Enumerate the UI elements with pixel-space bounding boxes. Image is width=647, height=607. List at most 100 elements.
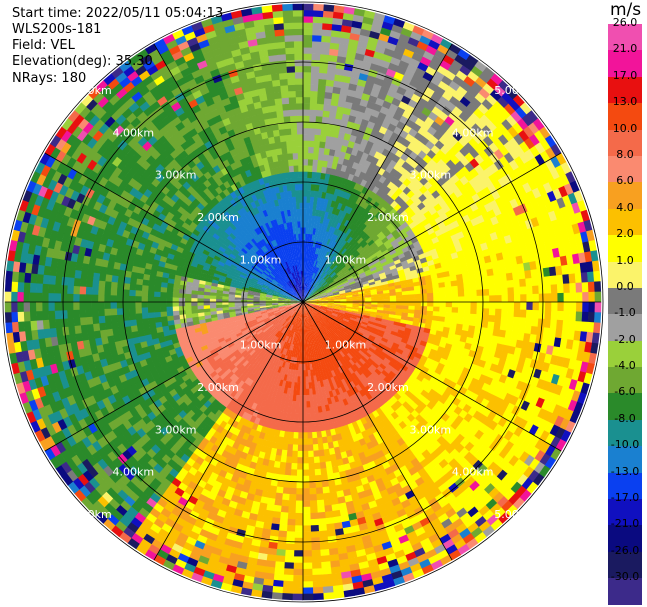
velocity-gate: [543, 276, 552, 286]
velocity-gate: [309, 258, 313, 266]
velocity-gate: [340, 203, 347, 212]
velocity-gate: [309, 115, 317, 123]
velocity-gate: [554, 176, 565, 189]
velocity-gate: [417, 61, 430, 73]
velocity-gate: [322, 243, 327, 251]
velocity-gate: [335, 280, 342, 285]
velocity-gate: [331, 92, 341, 101]
velocity-gate: [310, 419, 316, 427]
velocity-gate: [355, 205, 363, 213]
velocity-gate: [409, 247, 417, 255]
velocity-gate: [307, 293, 313, 298]
velocity-gate: [339, 87, 349, 96]
velocity-gate: [588, 291, 596, 303]
velocity-gate: [488, 281, 496, 290]
velocity-gate: [392, 242, 401, 250]
velocity-gate: [275, 555, 286, 563]
velocity-gate: [357, 40, 369, 50]
velocity-gate: [411, 72, 424, 83]
velocity-gate: [352, 195, 359, 204]
velocity-gate: [479, 114, 492, 126]
velocity-gate: [402, 21, 416, 32]
velocity-gate: [302, 581, 313, 588]
velocity-gate: [358, 124, 368, 133]
velocity-gate: [339, 246, 346, 254]
velocity-gate: [316, 203, 321, 211]
velocity-gate: [317, 191, 323, 199]
velocity-gate: [342, 12, 355, 21]
velocity-gate: [344, 270, 351, 276]
velocity-gate: [403, 225, 412, 233]
velocity-gate: [503, 152, 515, 164]
velocity-gate: [333, 276, 340, 282]
velocity-gate: [363, 266, 371, 273]
velocity-gate: [541, 193, 552, 205]
velocity-gate: [315, 247, 319, 255]
velocity-gate: [370, 266, 378, 272]
velocity-gate: [316, 197, 322, 205]
velocity-gate: [508, 99, 521, 112]
velocity-gate: [357, 104, 367, 114]
velocity-gate: [364, 48, 376, 58]
velocity-gate: [302, 450, 309, 458]
velocity-gate: [524, 200, 534, 212]
velocity-gate: [303, 84, 312, 92]
velocity-gate: [358, 214, 366, 222]
velocity-gate: [316, 248, 321, 255]
velocity-gate: [337, 131, 346, 140]
velocity-gate: [337, 209, 344, 217]
velocity-gate: [310, 184, 316, 191]
velocity-gate: [576, 302, 583, 313]
velocity-gate: [307, 292, 313, 298]
velocity-gate: [356, 228, 364, 236]
velocity-gate: [471, 81, 484, 94]
velocity-gate: [400, 27, 414, 38]
velocity-gate: [378, 206, 387, 215]
velocity-gate: [482, 282, 490, 290]
velocity-gate: [392, 255, 400, 262]
velocity-gate: [593, 270, 601, 283]
velocity-gate: [295, 494, 303, 501]
velocity-gate: [380, 216, 389, 225]
velocity-gate: [556, 310, 564, 321]
velocity-gate: [352, 272, 360, 278]
velocity-gate: [307, 425, 313, 433]
velocity-gate: [364, 245, 372, 253]
velocity-gate: [463, 313, 471, 320]
velocity-gate: [307, 293, 313, 299]
velocity-gate: [445, 296, 453, 303]
velocity-gate: [369, 241, 377, 249]
velocity-gate: [358, 247, 366, 255]
velocity-gate: [352, 241, 360, 249]
velocity-gate: [455, 70, 468, 82]
velocity-gate: [303, 78, 312, 85]
velocity-gate: [444, 281, 452, 288]
velocity-gate: [529, 157, 541, 170]
velocity-gate: [304, 283, 306, 290]
velocity-gate: [348, 194, 356, 202]
velocity-gate: [323, 97, 333, 106]
velocity-gate: [313, 290, 319, 296]
velocity-gate: [303, 227, 306, 234]
velocity-gate: [332, 264, 338, 271]
velocity-gate: [462, 59, 476, 72]
velocity-gate: [439, 292, 446, 298]
velocity-gate: [311, 555, 322, 563]
velocity-gate: [306, 291, 311, 297]
velocity-gate: [294, 512, 303, 520]
velocity-gate: [313, 266, 318, 274]
velocity-gate: [414, 302, 422, 307]
velocity-gate: [319, 262, 324, 270]
velocity-gate: [321, 191, 327, 199]
velocity-gate: [328, 261, 334, 268]
velocity-gate: [343, 107, 352, 116]
velocity-gate: [327, 212, 333, 220]
velocity-gate: [316, 505, 326, 513]
velocity-gate: [311, 549, 321, 557]
velocity-gate: [308, 469, 316, 476]
velocity-gate: [303, 53, 313, 60]
velocity-gate: [362, 209, 370, 217]
velocity-gate: [519, 309, 527, 319]
velocity-gate: [377, 302, 384, 305]
velocity-gate: [375, 188, 384, 197]
